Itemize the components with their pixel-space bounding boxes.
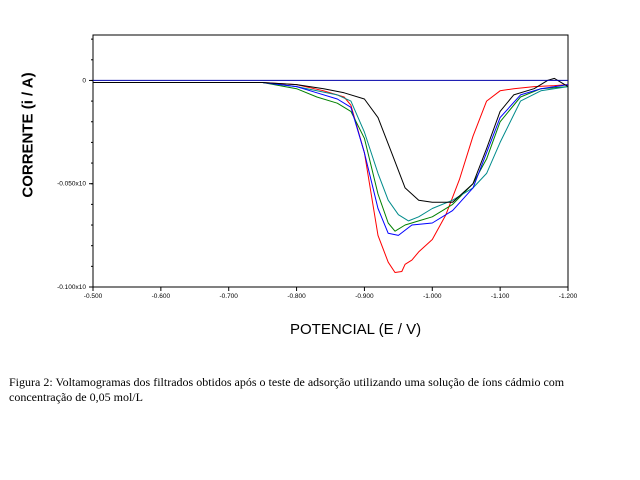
x-tick-label: -0.700	[219, 293, 238, 300]
x-axis-ticks: -0.500 -0.600 -0.700 -0.800 -0.900 -1.000 -1.1…	[84, 287, 578, 300]
y-axis-label: CORRENTE (i / A)	[19, 72, 37, 198]
series-line-2	[93, 82, 569, 232]
x-tick-label: -1.000	[423, 293, 442, 300]
series-line-3	[93, 82, 569, 222]
y-axis-ticks: 0 -0.050x10 -0.100x10	[57, 38, 93, 291]
plot-frame	[92, 34, 569, 288]
y-tick-label: 0	[82, 77, 86, 84]
x-axis-label: POTENCIAL (E / V)	[290, 321, 422, 338]
series-line-4	[93, 82, 569, 236]
voltammogram-chart: 0-0.050x10-0.100x10 -0.500 -0.600 -0.700 -0…	[57, 34, 578, 300]
series-group	[93, 77, 569, 273]
series-line-1	[93, 82, 569, 273]
series-line-5	[93, 77, 569, 203]
y-axis-label-box: CORRENTE (i / A)	[8, 35, 48, 235]
x-tick-label: -0.600	[152, 293, 171, 300]
x-tick-label: -1.100	[491, 293, 510, 300]
x-tick-label: -0.500	[84, 293, 103, 300]
x-tick-label: -0.900	[355, 293, 374, 300]
x-tick-label: -0.800	[287, 293, 306, 300]
figure-caption: Figura 2: Voltamogramas dos filtrados ob…	[9, 375, 565, 404]
y-tick-label: -0.100x10	[57, 284, 86, 291]
x-tick-label: -1.200	[559, 293, 578, 300]
y-tick-label: -0.050x10	[57, 181, 86, 188]
